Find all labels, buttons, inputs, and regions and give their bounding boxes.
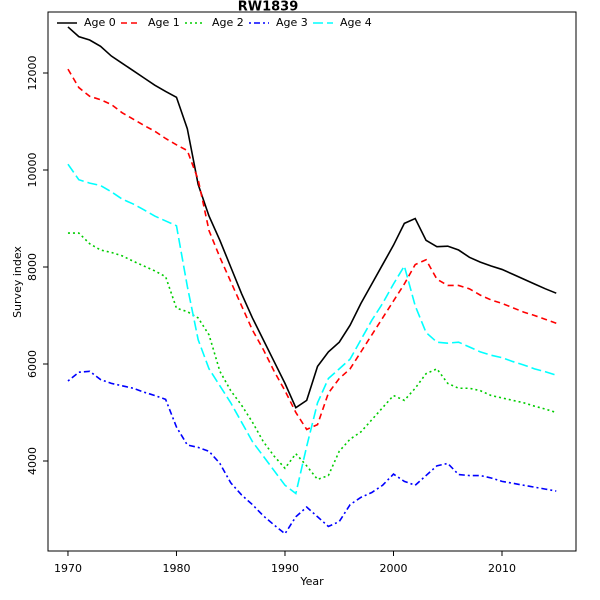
chart-title: RW1839: [238, 0, 299, 15]
x-tick-label: 1990: [271, 562, 299, 575]
series-line: [67, 232, 557, 481]
plot-frame: [47, 11, 577, 552]
legend-label: Age 1: [148, 16, 180, 29]
x-tick-label: 1970: [54, 562, 82, 575]
legend-label: Age 0: [84, 16, 116, 29]
y-tick-label: 6000: [26, 350, 39, 378]
x-tick-label: 1980: [162, 562, 190, 575]
series-line: [67, 370, 557, 535]
series-line: [67, 26, 557, 409]
legend-label: Age 3: [276, 16, 308, 29]
y-tick-label: 8000: [26, 253, 39, 281]
y-tick-label: 10000: [26, 153, 39, 188]
x-axis-label: Year: [299, 575, 324, 588]
legend-label: Age 2: [212, 16, 244, 29]
y-axis-label: Survey index: [11, 246, 24, 318]
series-line: [67, 163, 557, 495]
series-line: [67, 68, 557, 431]
y-tick-label: 12000: [26, 56, 39, 91]
legend-label: Age 4: [340, 16, 372, 29]
x-tick-label: 2000: [379, 562, 407, 575]
x-tick-label: 2010: [488, 562, 516, 575]
y-tick-label: 4000: [26, 447, 39, 475]
